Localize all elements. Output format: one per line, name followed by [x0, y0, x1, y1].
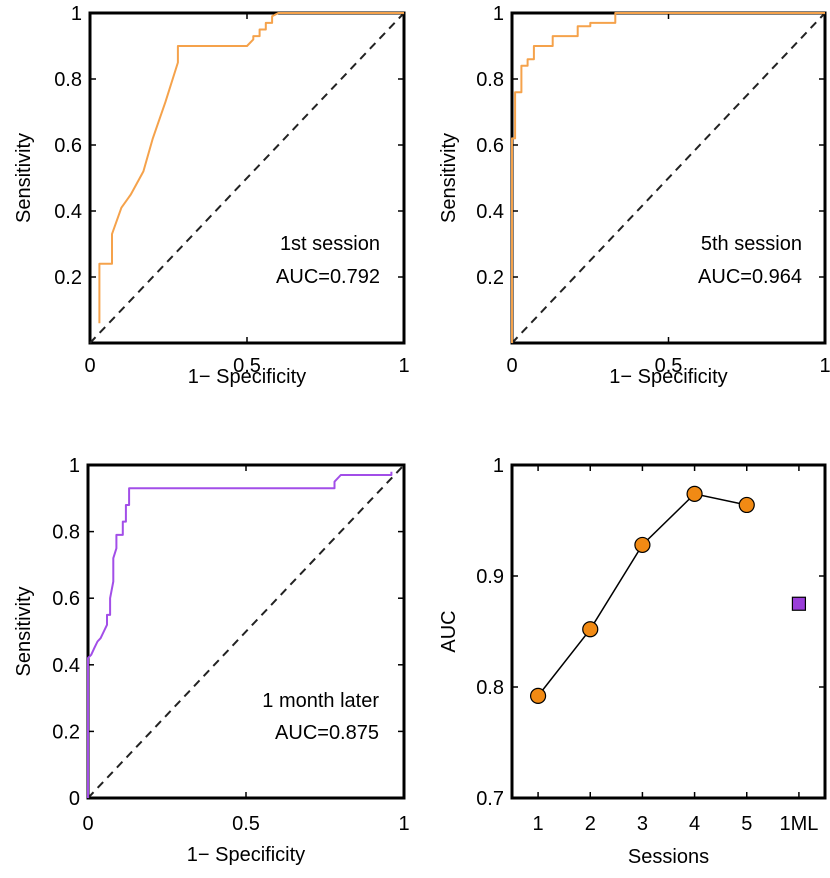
y-tick-label: 1 [71, 3, 82, 25]
roc-curve [98, 12, 404, 324]
y-tick-label: 0 [69, 788, 80, 810]
y-axis-label: Sensitivity [438, 133, 460, 223]
y-axis-label: Sensitivity [13, 586, 35, 676]
y-tick-label: 0.8 [476, 69, 504, 91]
y-tick-label: 0.8 [54, 69, 82, 91]
y-tick-label: 0.7 [476, 788, 504, 810]
auc-annotation: AUC=0.875 [275, 722, 379, 744]
y-axis-label: AUC [438, 610, 460, 652]
x-tick-label: 4 [689, 813, 700, 835]
y-tick-label: 0.6 [54, 135, 82, 157]
chance-diagonal-line [511, 12, 826, 344]
x-tick-label: 0 [506, 355, 517, 377]
y-tick-label: 0.2 [476, 267, 504, 289]
x-axis-label: Sessions [628, 846, 709, 868]
y-tick-label: 0.8 [476, 677, 504, 699]
chance-diagonal-line [89, 12, 405, 344]
y-tick-label: 0.4 [52, 655, 80, 677]
x-tick-label: 1ML [779, 813, 818, 835]
y-tick-label: 0.2 [52, 721, 80, 743]
y-tick-label: 1 [493, 3, 504, 25]
auc-annotation: AUC=0.964 [698, 266, 802, 288]
roc-curve [511, 12, 825, 343]
x-tick-label: 1 [398, 813, 409, 835]
roc-curve [87, 471, 393, 798]
chance-diagonal-line [87, 464, 405, 799]
y-tick-label: 0.6 [52, 588, 80, 610]
x-tick-label: 0.5 [232, 813, 260, 835]
y-tick-label: 1 [69, 455, 80, 477]
y-tick-label: 0.4 [476, 201, 504, 223]
y-tick-label: 0.6 [476, 135, 504, 157]
x-tick-label: 3 [637, 813, 648, 835]
y-tick-label: 1 [493, 455, 504, 477]
x-tick-label: 1 [398, 355, 409, 377]
plot-area-4 [510, 463, 827, 800]
y-axis-label: Sensitivity [13, 133, 35, 223]
x-tick-label: 0 [84, 355, 95, 377]
auc-point [634, 536, 651, 554]
auc-point [529, 687, 547, 704]
session-annotation: 1 month later [262, 690, 379, 712]
x-tick-label: 0.5 [233, 355, 261, 377]
x-tick-label: 5 [741, 813, 752, 835]
auc-point [738, 496, 755, 514]
y-tick-label: 0.4 [54, 201, 82, 223]
auc-point [686, 485, 703, 502]
session-annotation: 5th session [701, 233, 802, 255]
x-tick-label: 0.5 [655, 355, 683, 377]
x-tick-label: 0 [82, 813, 93, 835]
x-axis-label: 1− Specificity [609, 366, 727, 388]
x-axis-label: 1− Specificity [187, 844, 305, 866]
x-tick-label: 1 [533, 813, 544, 835]
x-tick-label: 2 [585, 813, 596, 835]
x-axis-label: 1− Specificity [188, 366, 306, 388]
y-tick-label: 0.2 [54, 267, 82, 289]
auc-annotation: AUC=0.792 [276, 266, 380, 288]
session-annotation: 1st session [280, 233, 380, 255]
y-tick-label: 0.8 [52, 522, 80, 544]
x-tick-label: 1 [819, 355, 830, 377]
auc-point [582, 621, 599, 638]
y-tick-label: 0.9 [476, 566, 504, 588]
auc-point-1ml [791, 596, 807, 611]
